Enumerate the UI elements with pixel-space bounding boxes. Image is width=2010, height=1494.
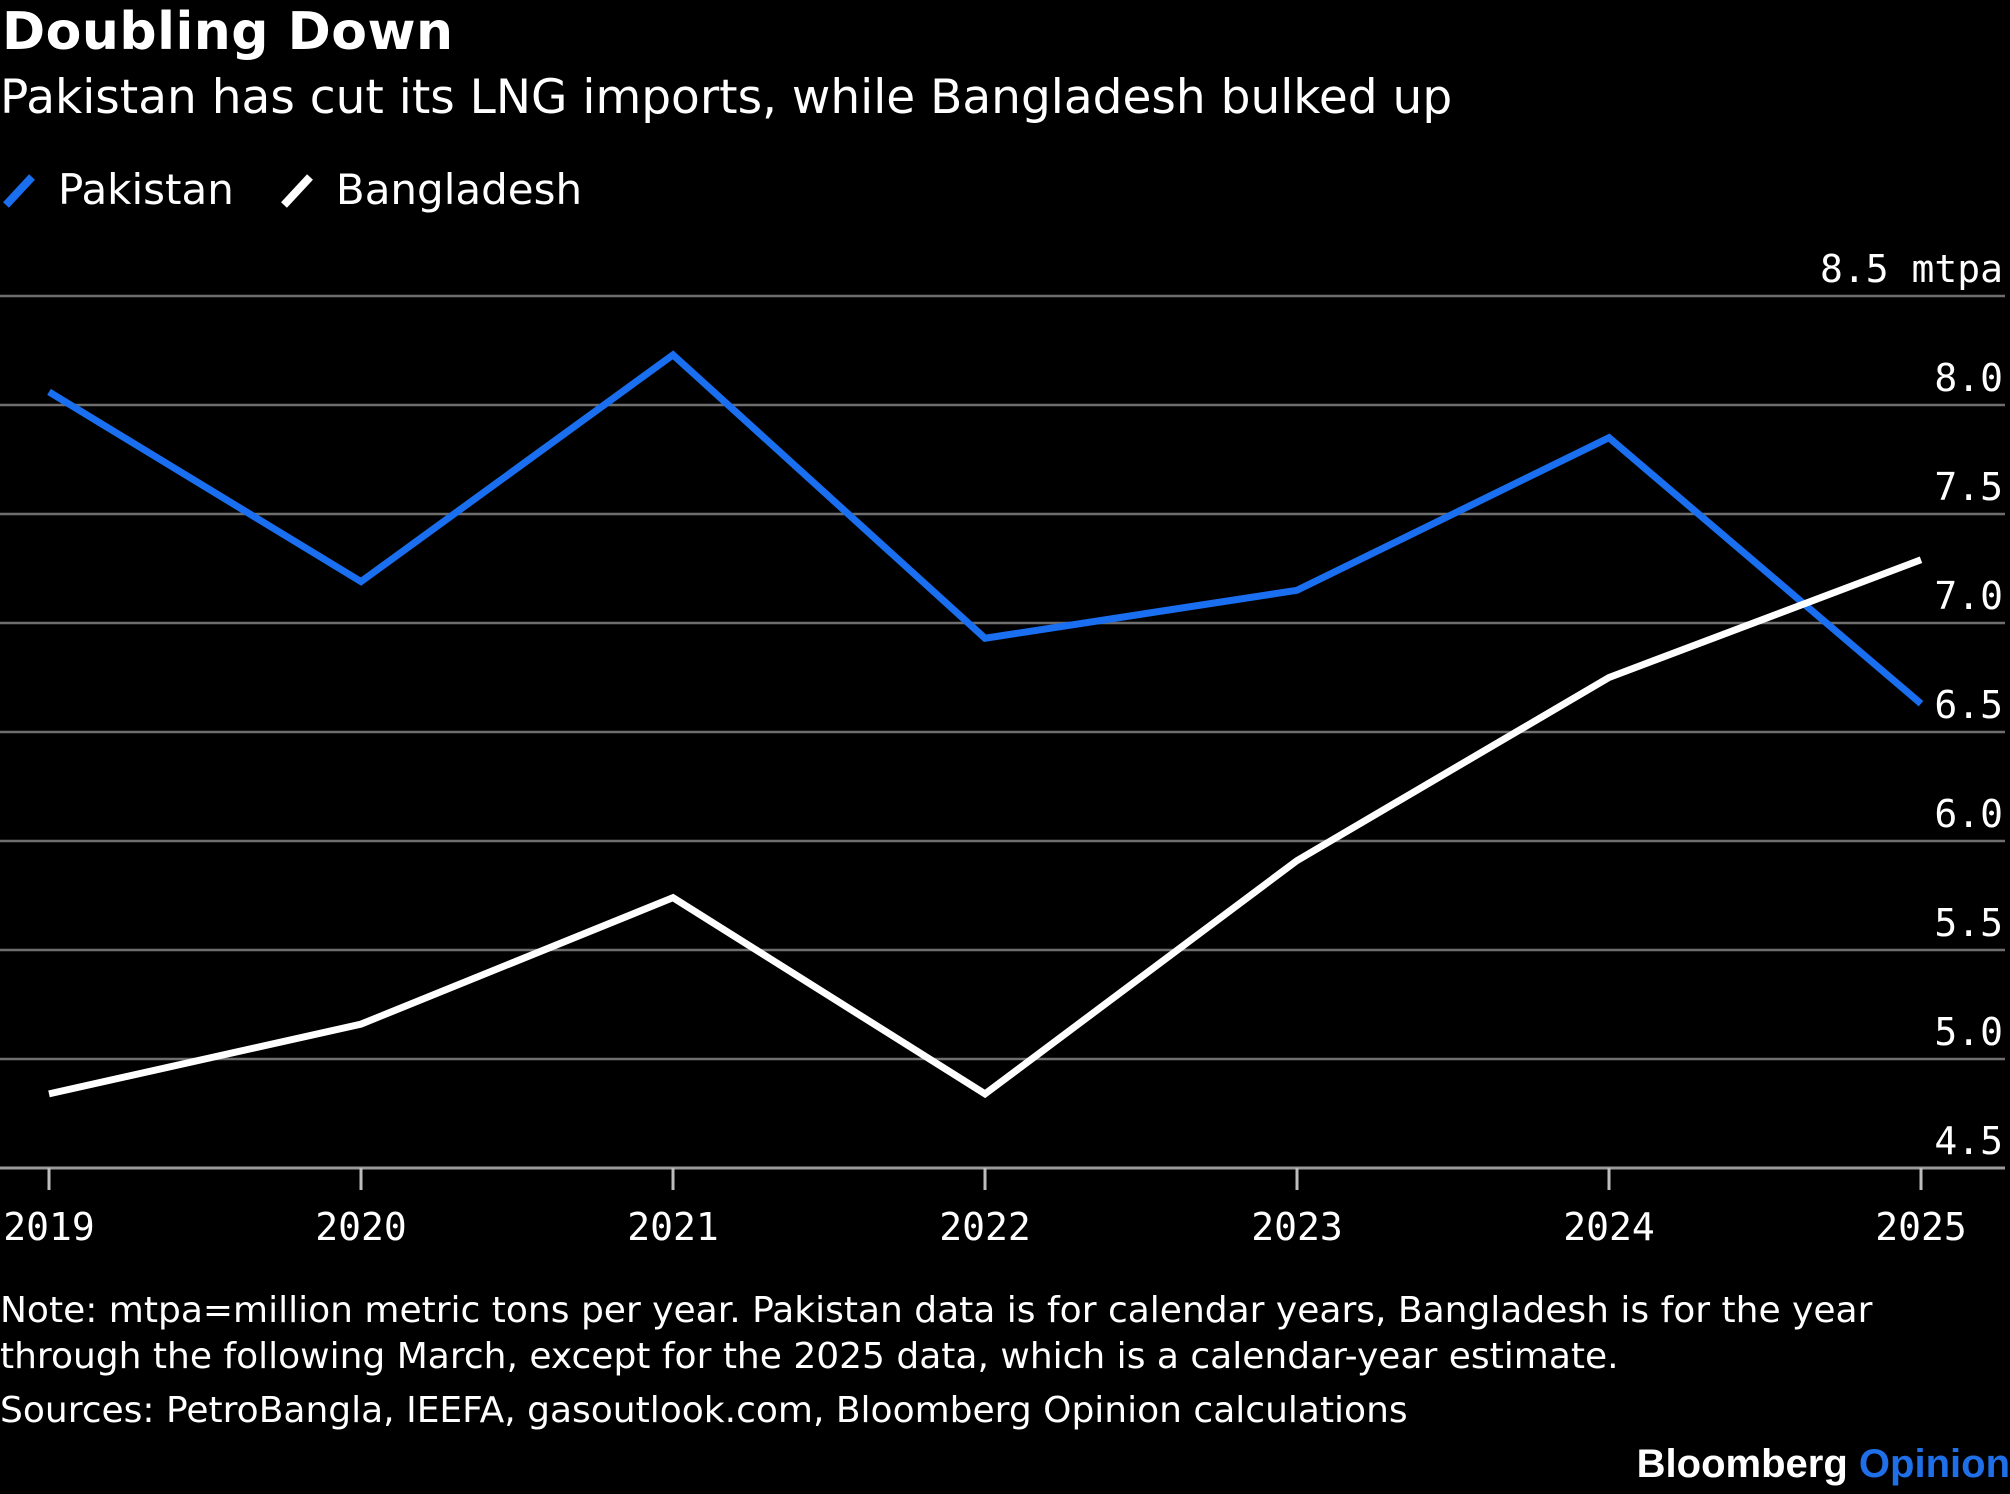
legend: Pakistan Bangladesh [0,162,626,216]
line-chart: 8.5 mtpa 8.0 7.5 7.0 6.5 6.0 5.5 5.0 4.5 2019 2020… [0,247,2005,1249]
chart-note: Note: mtpa=million metric tons per year.… [0,1290,1873,1377]
y-tick-label: 8.0 [1934,356,2003,400]
legend-swatch-bangladesh [280,174,313,208]
series-line-bangladesh [48,556,1923,1099]
chart-subtitle: Pakistan has cut its LNG imports, while … [0,70,1453,125]
x-tick-label: 2025 [1875,1205,1967,1249]
legend-label-pakistan: Pakistan [58,164,234,214]
x-tick-label: 2020 [315,1205,407,1249]
y-tick-label: 8.5 mtpa [1820,247,2003,291]
x-tick-label: 2019 [3,1205,95,1249]
y-tick-label: 6.5 [1934,683,2003,727]
x-tick-label: 2022 [939,1205,1031,1249]
y-tick-label: 4.5 [1934,1119,2003,1163]
chart-title: Doubling Down [2,2,454,62]
legend-item-pakistan: Pakistan [0,165,234,214]
brand-section: Opinion [1858,1442,2010,1486]
y-tick-label: 5.5 [1934,901,2003,945]
legend-label-bangladesh: Bangladesh [335,164,583,214]
y-tick-label: 5.0 [1934,1010,2003,1054]
series-line-pakistan [47,350,1924,707]
legend-item-bangladesh: Bangladesh [278,165,582,214]
y-tick-label: 7.5 [1934,465,2003,509]
y-tick-label: 7.0 [1934,574,2003,618]
x-tick-label: 2021 [627,1205,719,1249]
brand-name: Bloomberg [1636,1442,1848,1486]
x-tick-label: 2024 [1563,1205,1655,1249]
y-tick-label: 6.0 [1934,792,2003,836]
legend-swatch-pakistan [3,174,35,208]
x-tick-label: 2023 [1251,1205,1343,1249]
brand-logo: Bloomberg Opinion [1637,1442,2010,1487]
chart-sources: Sources: PetroBangla, IEEFA, gasoutlook.… [0,1390,1408,1431]
